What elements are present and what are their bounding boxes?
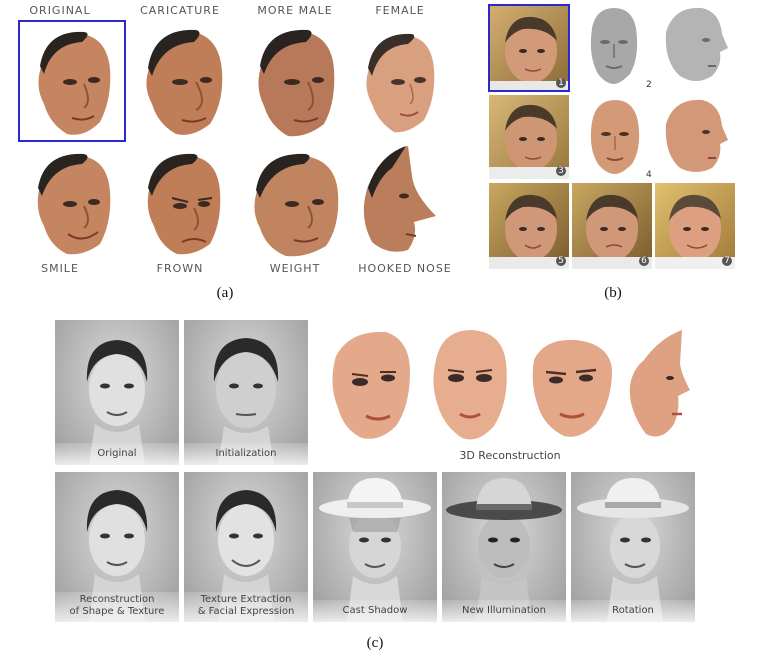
label-c-new-illumination: New Illumination [462,605,546,616]
recon-3d-view-2 [433,330,507,440]
photo-b-7: 7 [655,183,735,269]
photo-b-3: 3 [489,95,569,179]
label-c-original: Original [97,448,137,459]
label-original: ORIGINAL [29,4,91,17]
label-hooked-nose: HOOKED NOSE [358,262,452,275]
photo-c-original: Original [55,320,179,465]
face-female [366,33,435,133]
face-hooked-nose [363,146,436,252]
badge-b-6: 6 [639,256,649,266]
gray-head-side [665,7,728,81]
label-c-cast-shadow: Cast Shadow [342,605,408,616]
label-c-3d-reconstruction: 3D Reconstruction [459,449,561,462]
photo-c-texture-extraction: Texture Extraction & Facial Expression [184,472,308,622]
face-caricature [146,29,223,135]
badge-b-3: 3 [556,166,566,176]
caption-c: (c) [366,635,384,651]
badge-b-5: 5 [556,256,566,266]
label-more-male: MORE MALE [257,4,333,17]
photo-c-new-illumination: New Illumination [442,472,566,622]
label-weight: WEIGHT [269,262,321,275]
textured-head-side [665,99,728,172]
photo-b-5: 5 [489,183,569,269]
photo-b-1: 1 [489,5,569,91]
label-frown: FROWN [156,262,204,275]
label-c-recon-line2: of Shape & Texture [69,606,165,617]
label-smile: SMILE [41,262,79,275]
textured-head-front [590,100,640,174]
label-c-texture-line1: Texture Extraction [200,594,292,605]
label-female: FEMALE [375,4,425,17]
recon-3d-view-1 [332,331,410,439]
recon-3d-view-4 [629,330,690,437]
photo-c-reconstruction: Reconstruction of Shape & Texture [55,472,179,622]
photo-b-1-selection-frame [488,4,570,92]
badge-b-1: 1 [556,78,566,88]
face-frown [147,153,221,255]
photo-c-initialization: Initialization [184,320,308,465]
gray-head-front [590,8,638,84]
photo-c-rotation: Rotation [571,472,695,622]
face-original [38,31,111,135]
badge-b-2: 2 [646,80,652,90]
photo-c-cast-shadow: Cast Shadow [313,472,437,622]
original-selection-frame [18,20,126,142]
caption-a: (a) [216,285,234,301]
label-caricature: CARICATURE [140,4,220,17]
recon-3d-view-3 [532,339,612,437]
face-weight [254,153,339,257]
label-c-texture-line2: & Facial Expression [197,606,295,617]
face-smile [37,153,111,255]
badge-b-7: 7 [722,256,732,266]
label-c-rotation: Rotation [612,605,654,616]
photo-b-6: 6 [572,183,652,269]
badge-b-4: 4 [646,170,652,180]
face-more-male [258,29,335,137]
label-c-initialization: Initialization [215,448,277,459]
label-c-recon-line1: Reconstruction [79,594,155,605]
caption-b: (b) [604,285,622,301]
